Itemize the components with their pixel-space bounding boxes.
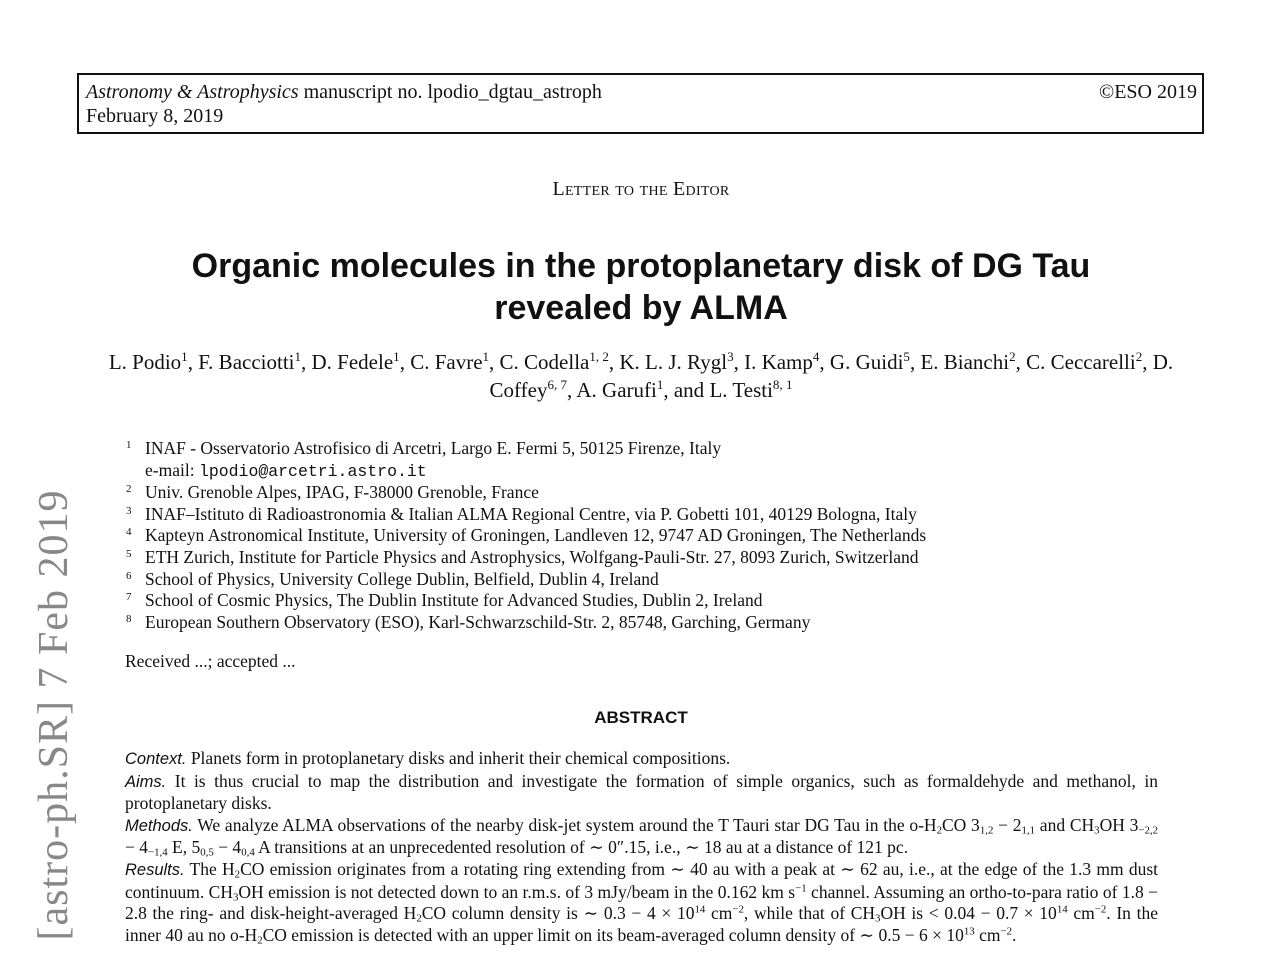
title-line-1: Organic molecules in the protoplanetary …: [191, 247, 1091, 285]
affiliation-email: e-mail: lpodio@arcetri.astro.it: [145, 459, 427, 481]
author: D. Fedele1: [311, 349, 400, 374]
manuscript-header: Astronomy & Astrophysics manuscript no. …: [77, 73, 1204, 134]
affiliation: 6 School of Physics, University College D…: [126, 568, 659, 589]
affiliation: 4 Kapteyn Astronomical Institute, Univers…: [126, 525, 927, 546]
author: C. Codella1, 2: [499, 349, 609, 374]
author: C. Ceccarelli2: [1026, 349, 1143, 374]
affiliation: 7 School of Cosmic Physics, The Dublin In…: [126, 590, 763, 611]
arxiv-stamp: [astro-ph.SR] 7 Feb 2019: [31, 489, 77, 941]
author: A. Garufi1: [576, 377, 664, 402]
author: L. Testi8, 1: [709, 377, 793, 402]
paper-title: Organic molecules in the protoplanetary …: [0, 245, 1274, 329]
author: C. Favre1: [410, 349, 490, 374]
author: D. Coffey6, 7: [489, 350, 1174, 402]
affiliation: 5 ETH Zurich, Institute for Particle Phys…: [126, 546, 919, 567]
email-link[interactable]: lpodio@arcetri.astro.it: [198, 461, 427, 481]
author: F. Bacciotti1: [198, 349, 302, 374]
abstract-heading: ABSTRACT: [594, 708, 688, 727]
author: I. Kamp4: [744, 349, 820, 374]
abstract-methods: Methods. We analyze ALMA observations of…: [125, 814, 1159, 860]
title-line-2: revealed by ALMA: [494, 289, 788, 327]
author: K. L. J. Rygl3: [619, 349, 734, 374]
manuscript-line: Astronomy & Astrophysics manuscript no. …: [86, 80, 602, 104]
affiliation: 8 European Southern Observatory (ESO), Ka…: [126, 611, 811, 632]
manuscript-date: February 8, 2019: [86, 105, 224, 127]
author: E. Bianchi2: [920, 349, 1016, 374]
abstract-body: Context. Planets form in protoplanetary …: [125, 748, 1158, 946]
author: G. Guidi5: [829, 349, 910, 374]
journal-name: Astronomy & Astrophysics: [86, 81, 299, 103]
affiliation-list: 1 INAF - Osservatorio Astrofisico di Arce…: [125, 438, 1125, 633]
manuscript-number: manuscript no. lpodio_dgtau_astroph: [298, 81, 602, 103]
copyright: ©ESO 2019: [1099, 81, 1197, 103]
author-list: L. Podio1, F. Bacciotti1, D. Fedele1, C.…: [108, 349, 1174, 402]
received-dates: Received ...; accepted ...: [125, 651, 296, 671]
abstract-results: Results. The H2CO emission originates fr…: [125, 858, 1159, 947]
abstract-aims: Aims. It is thus crucial to map the dist…: [125, 770, 1158, 814]
abstract-context: Context. Planets form in protoplanetary …: [125, 748, 731, 768]
letter-label: Letter to the Editor: [552, 178, 730, 200]
affiliation: 2 Univ. Grenoble Alpes, IPAG, F-38000 Gre…: [126, 482, 539, 503]
author-connector: and: [673, 378, 705, 402]
author: L. Podio1: [108, 349, 188, 374]
affiliation: 1 INAF - Osservatorio Astrofisico di Arce…: [126, 438, 722, 458]
affiliation: 3 INAF–Istituto di Radioastronomia & Ital…: [126, 503, 917, 524]
